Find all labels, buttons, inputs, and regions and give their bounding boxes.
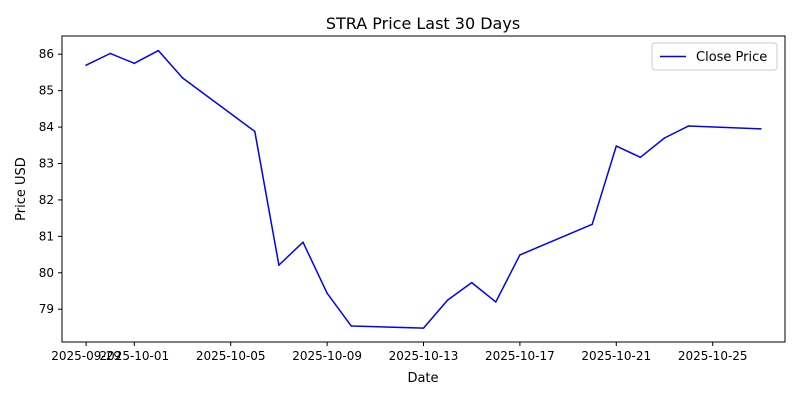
legend-label-close-price: Close Price <box>696 50 767 65</box>
y-tick-label: 84 <box>39 120 54 134</box>
data-point <box>278 264 280 266</box>
x-tick-label: 2025-10-13 <box>389 349 459 363</box>
data-point <box>495 301 497 303</box>
legend: Close Price <box>651 42 778 71</box>
y-tick-label: 85 <box>39 84 54 98</box>
data-point <box>350 325 352 327</box>
series-line-close-price <box>85 49 762 329</box>
data-point <box>470 281 473 284</box>
data-point <box>760 128 762 130</box>
chart-title: STRA Price Last 30 Days <box>326 14 520 33</box>
x-tick-label: 2025-10-09 <box>292 349 362 363</box>
data-point <box>687 125 690 127</box>
x-tick-label: 2025-09-29 <box>51 349 121 363</box>
data-point <box>254 130 256 133</box>
legend-box <box>651 42 778 71</box>
x-tick-label: 2025-10-05 <box>196 349 266 363</box>
data-point <box>615 145 618 147</box>
data-point <box>157 49 160 52</box>
data-point <box>133 62 136 65</box>
x-tick-label: 2025-10-21 <box>581 349 651 363</box>
x-tick-label: 2025-10-01 <box>99 349 169 363</box>
data-point <box>109 52 111 55</box>
y-tick-label: 81 <box>39 229 54 243</box>
data-point <box>302 241 304 243</box>
y-tick-label: 86 <box>39 47 54 61</box>
data-point <box>591 223 593 226</box>
y-tick-label: 83 <box>39 157 54 171</box>
data-point <box>181 77 184 79</box>
data-point <box>422 327 425 329</box>
y-tick-label: 82 <box>39 193 54 207</box>
x-tick-label: 2025-10-25 <box>678 349 748 363</box>
data-point <box>519 254 521 256</box>
y-axis-label: Price USD <box>14 157 29 221</box>
x-axis-label: Date <box>407 371 438 386</box>
data-point <box>639 156 642 159</box>
data-point <box>85 64 87 66</box>
plot-frame <box>61 35 786 343</box>
plot-lines <box>85 49 762 329</box>
x-tick-label: 2025-10-17 <box>485 349 555 363</box>
y-tick-label: 80 <box>39 266 54 280</box>
data-point <box>326 292 328 294</box>
y-tick-label: 79 <box>39 302 54 316</box>
data-point <box>663 137 666 139</box>
data-point <box>446 299 449 301</box>
y-axis-ticks: 79 80 81 82 83 84 85 86 <box>39 47 62 316</box>
